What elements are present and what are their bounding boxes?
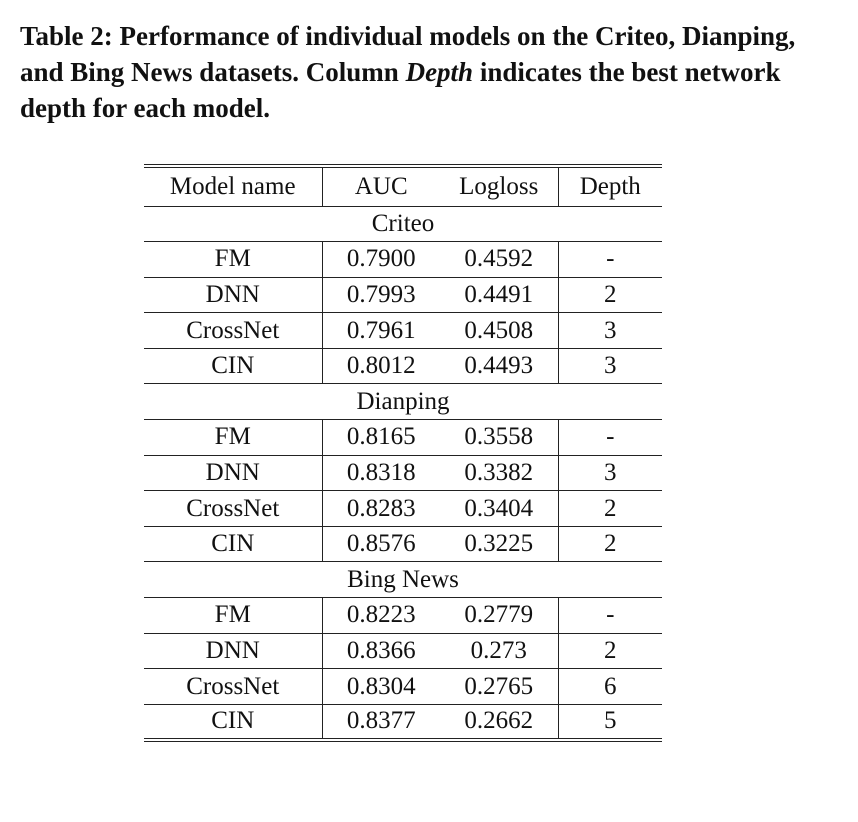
cell-depth: 3 [558,348,662,385]
section-row: Criteo [144,206,662,243]
table-body: Criteo FM 0.7900 0.4592- DNN 0.7993 0.4491 2 Cro… [144,206,662,741]
cell-depth: - [558,597,662,634]
table-row: FM 0.8223 0.2779- [144,597,662,634]
cell-logloss: 0.3382 [440,455,559,492]
cell-auc: 0.8576 [322,526,440,563]
table-caption: Table 2: Performance of individual model… [20,18,840,126]
cell-logloss: 0.4592 [440,241,559,278]
table-row: DNN 0.8318 0.3382 3 [144,455,662,492]
cell-auc: 0.8366 [322,633,440,670]
cell-auc: 0.8318 [322,455,440,492]
cell-auc: 0.8304 [322,668,440,705]
cell-model-name: DNN [144,455,323,492]
table-row: FM 0.7900 0.4592- [144,241,662,278]
table-row: DNN 0.8366 0.273 2 [144,633,662,670]
cell-depth: - [558,419,662,456]
table-row: CrossNet 0.8283 0.3404 2 [144,490,662,527]
table-row: CrossNet 0.7961 0.4508 3 [144,312,662,349]
cell-model-name: CIN [144,348,323,385]
cell-depth: 2 [558,277,662,314]
section-title: Criteo [144,206,662,243]
cell-depth: 2 [558,490,662,527]
cell-logloss: 0.4491 [440,277,559,314]
header-logloss: Logloss [440,166,559,207]
cell-depth: 2 [558,526,662,563]
section-title: Dianping [144,383,662,421]
caption-text-before: Performance of individual models on the … [20,21,796,87]
cell-auc: 0.8283 [322,490,440,527]
cell-logloss: 0.3558 [440,419,559,456]
table-row: FM 0.8165 0.3558- [144,419,662,456]
cell-depth: 2 [558,633,662,670]
cell-model-name: DNN [144,633,323,670]
header-auc: AUC [322,166,440,207]
cell-model-name: FM [144,419,323,456]
cell-logloss: 0.273 [440,633,559,670]
cell-depth: - [558,241,662,278]
section-row: Bing News [144,561,662,599]
caption-label: Table 2: [20,21,113,51]
cell-model-name: CrossNet [144,668,323,705]
cell-model-name: CIN [144,704,323,741]
cell-logloss: 0.2765 [440,668,559,705]
cell-auc: 0.7900 [322,241,440,278]
cell-auc: 0.8223 [322,597,440,634]
table-row: CIN 0.8576 0.3225 2 [144,526,662,563]
caption-emphasis: Depth [405,57,474,87]
header-row: Model name AUC Logloss Depth [144,166,662,207]
cell-model-name: CrossNet [144,312,323,349]
cell-auc: 0.7993 [322,277,440,314]
cell-logloss: 0.3404 [440,490,559,527]
cell-depth: 3 [558,455,662,492]
section-row: Dianping [144,383,662,421]
cell-model-name: FM [144,597,323,634]
cell-logloss: 0.3225 [440,526,559,563]
cell-depth: 5 [558,704,662,741]
header-model-name: Model name [144,166,323,207]
cell-auc: 0.7961 [322,312,440,349]
cell-model-name: CIN [144,526,323,563]
cell-model-name: FM [144,241,323,278]
cell-model-name: CrossNet [144,490,323,527]
table-row: CIN 0.8377 0.2662 5 [144,704,662,741]
table-row: DNN 0.7993 0.4491 2 [144,277,662,314]
results-table: Model name AUC Logloss Depth Criteo FM 0.7… [144,164,662,742]
cell-logloss: 0.4493 [440,348,559,385]
cell-logloss: 0.2779 [440,597,559,634]
cell-logloss: 0.2662 [440,704,559,741]
cell-auc: 0.8377 [322,704,440,741]
cell-depth: 6 [558,668,662,705]
cell-auc: 0.8012 [322,348,440,385]
cell-logloss: 0.4508 [440,312,559,349]
cell-model-name: DNN [144,277,323,314]
caption-text-after: indicates the best network depth for eac… [20,57,781,123]
cell-depth: 3 [558,312,662,349]
table-row: CrossNet 0.8304 0.2765 6 [144,668,662,705]
cell-auc: 0.8165 [322,419,440,456]
section-title: Bing News [144,561,662,599]
table-row: CIN 0.8012 0.4493 3 [144,348,662,385]
header-depth: Depth [558,166,662,207]
